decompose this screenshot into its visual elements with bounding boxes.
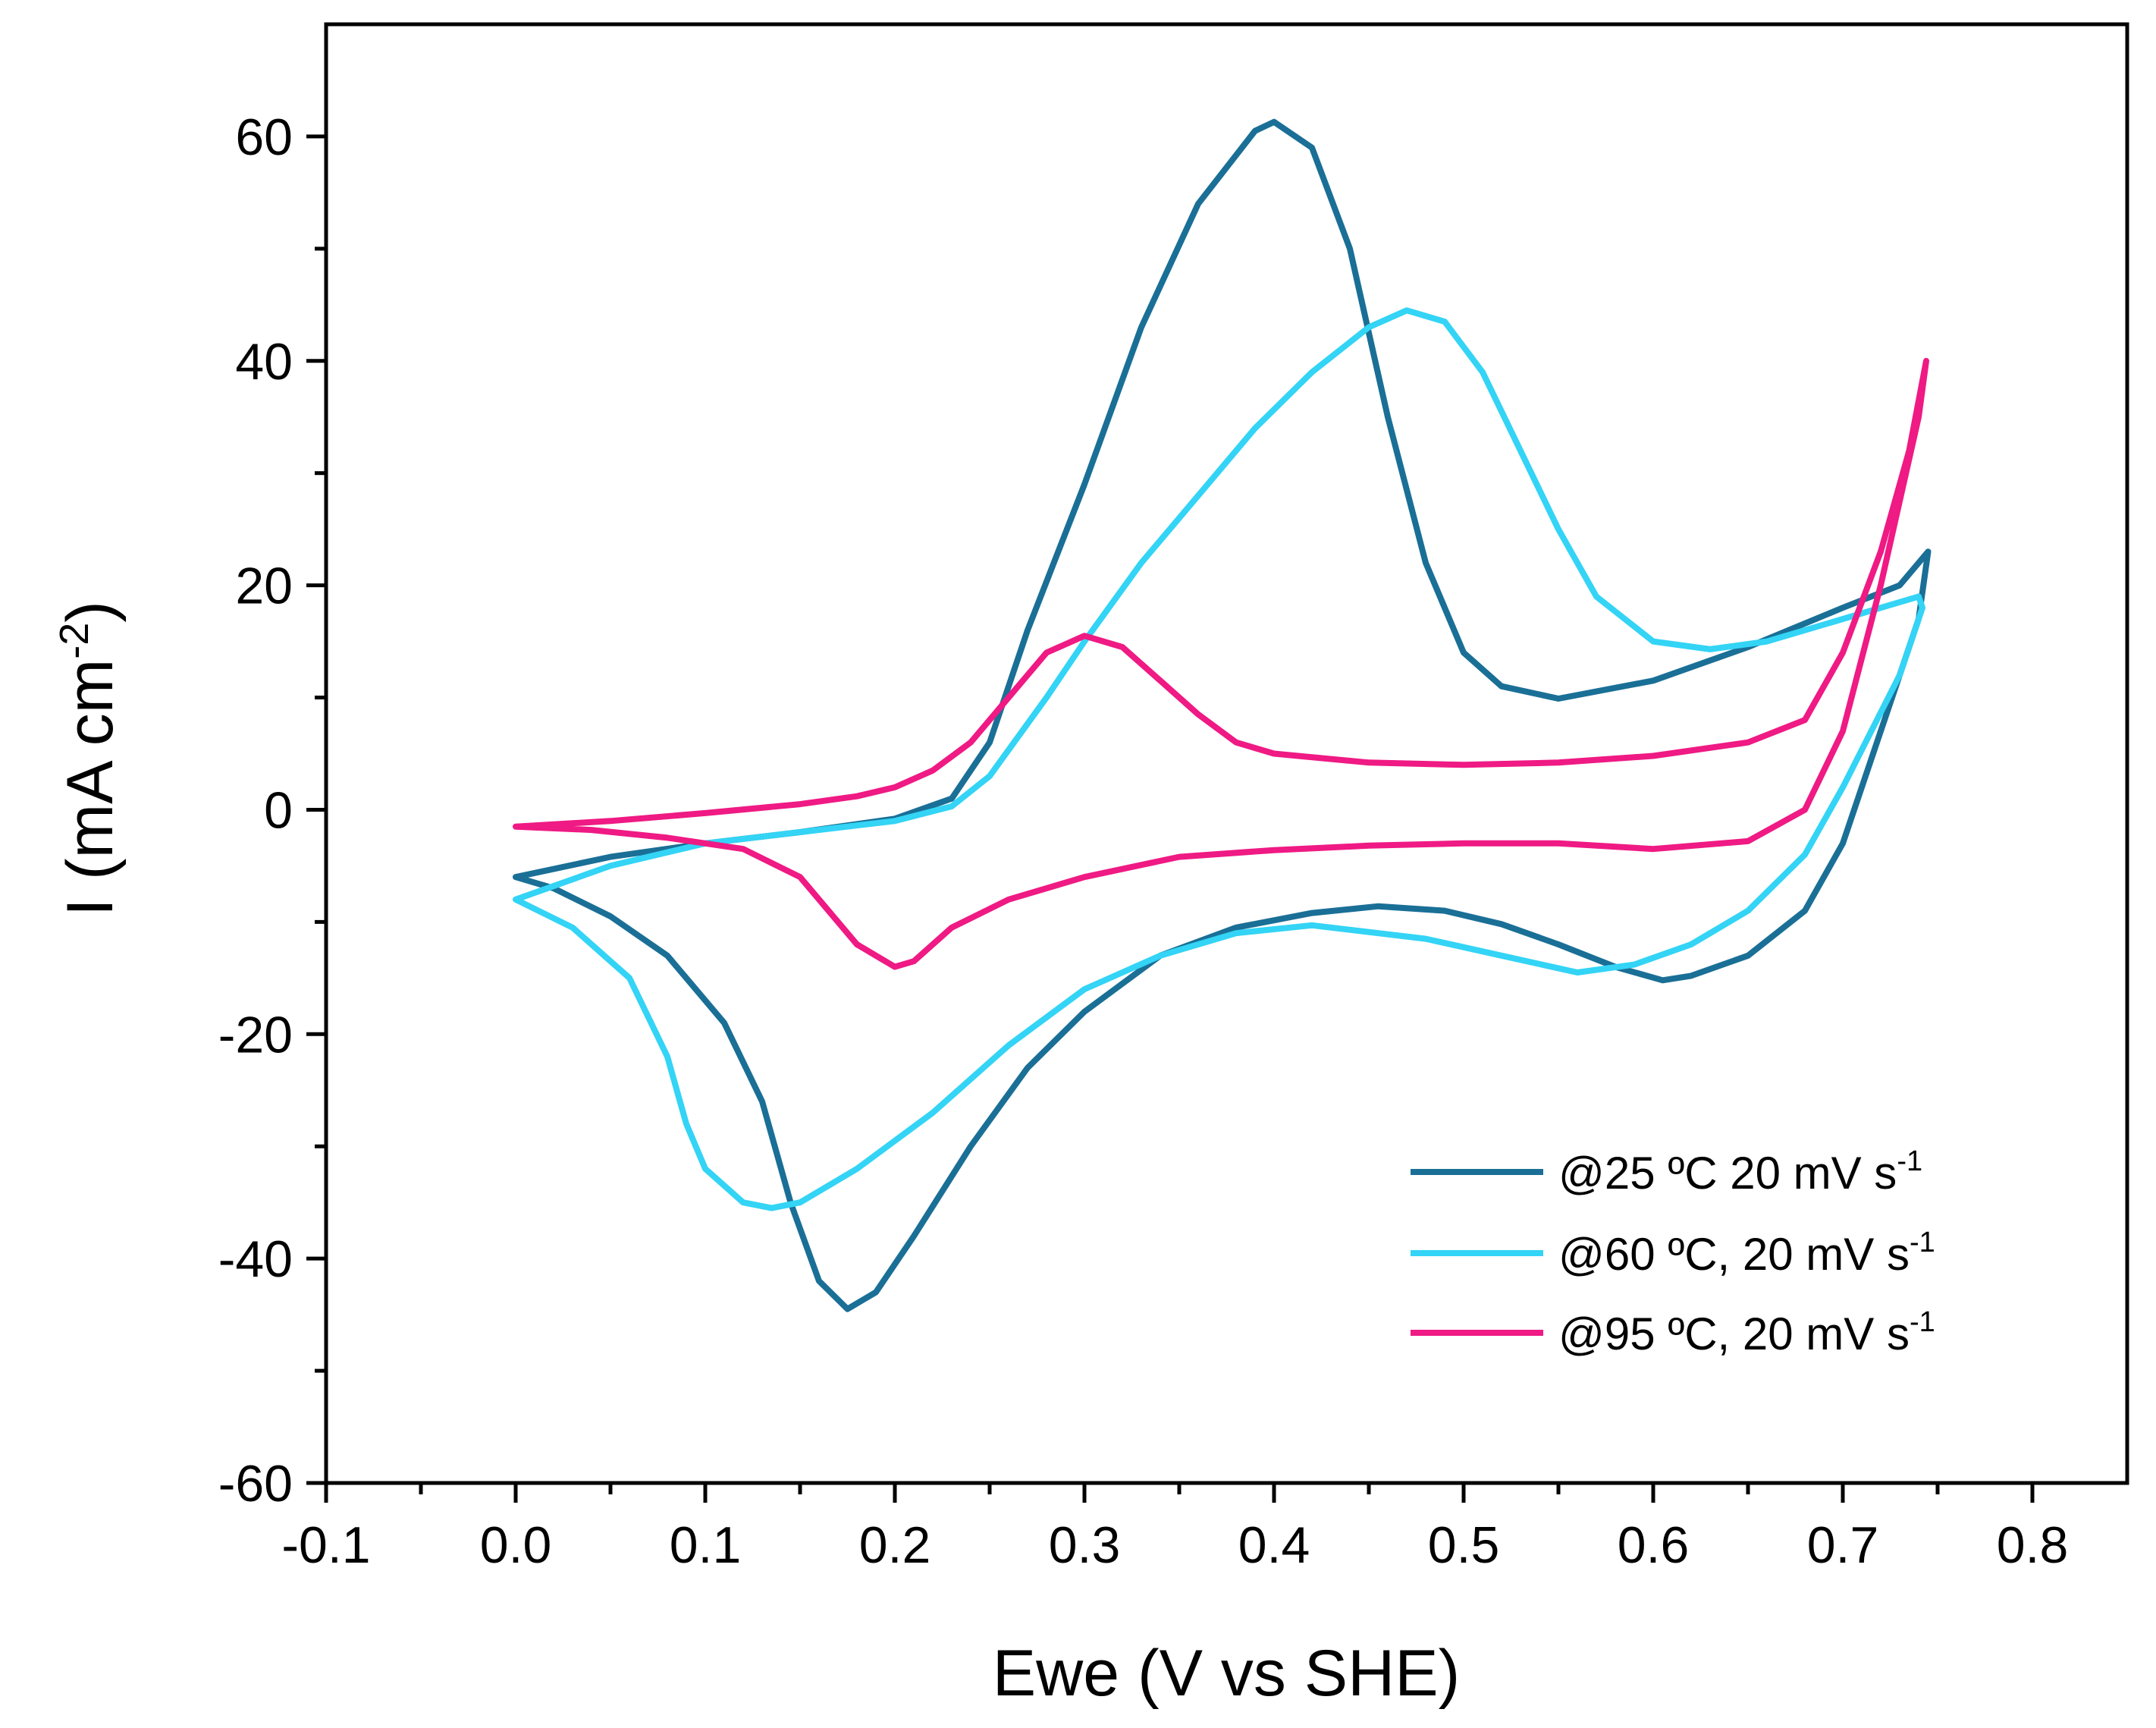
series-line-0 — [513, 118, 1932, 1312]
legend-label-60c-text: @60 ºC, 20 mV s — [1558, 1229, 1910, 1280]
legend-label-60c-superscript: -1 — [1910, 1227, 1935, 1258]
x-tick-label: 0.2 — [859, 1516, 931, 1574]
y-axis-ticks: -60 -40 -20 0 20 40 60 — [218, 108, 326, 1513]
legend-label-95c-superscript: -1 — [1910, 1306, 1935, 1338]
x-tick-label: 0.1 — [670, 1516, 742, 1574]
legend: @25 ºC 20 mV s-1 @60 ºC, 20 mV s-1 @95 º… — [1411, 1145, 1935, 1359]
x-tick-label: -0.1 — [281, 1516, 370, 1574]
y-axis-title-close: ) — [54, 601, 127, 623]
legend-label-60c: @60 ºC, 20 mV s-1 — [1558, 1227, 1935, 1280]
x-tick-label: 0.6 — [1618, 1516, 1690, 1574]
series-line-1 — [513, 307, 1925, 1211]
x-tick-label: 0.0 — [480, 1516, 552, 1574]
plot-frame — [324, 22, 2129, 1485]
x-tick-label: 0.4 — [1238, 1516, 1310, 1574]
legend-label-95c: @95 ºC, 20 mV s-1 — [1558, 1306, 1935, 1359]
y-tick-label: 20 — [235, 558, 293, 615]
y-axis-title: I (mA cm-2) — [52, 601, 127, 916]
y-tick-label: 40 — [235, 333, 293, 391]
y-axis-title-superscript: -2 — [52, 623, 97, 659]
y-tick-label: -60 — [218, 1455, 293, 1513]
y-tick-label: 0 — [264, 781, 293, 839]
y-tick-label: 60 — [235, 108, 293, 166]
y-tick-label: -20 — [218, 1006, 293, 1064]
x-tick-label: 0.8 — [1997, 1516, 2069, 1574]
series-line-2 — [513, 357, 1929, 970]
x-axis-ticks: -0.1 0.0 0.1 0.2 0.3 0.4 0.5 0.6 0.7 0.8 — [281, 1483, 2068, 1574]
x-axis-title: Ewe (V vs SHE) — [993, 1637, 1460, 1710]
legend-label-25c: @25 ºC 20 mV s-1 — [1558, 1145, 1922, 1199]
plot-lines — [513, 118, 1932, 1312]
y-axis-title-main: I (mA cm — [54, 659, 127, 916]
y-tick-label: -40 — [218, 1230, 293, 1288]
legend-label-25c-superscript: -1 — [1897, 1145, 1922, 1177]
legend-label-25c-text: @25 ºC 20 mV s — [1558, 1148, 1897, 1199]
x-tick-label: 0.3 — [1049, 1516, 1121, 1574]
x-tick-label: 0.7 — [1807, 1516, 1879, 1574]
legend-label-95c-text: @95 ºC, 20 mV s — [1558, 1309, 1910, 1359]
x-tick-label: 0.5 — [1428, 1516, 1500, 1574]
